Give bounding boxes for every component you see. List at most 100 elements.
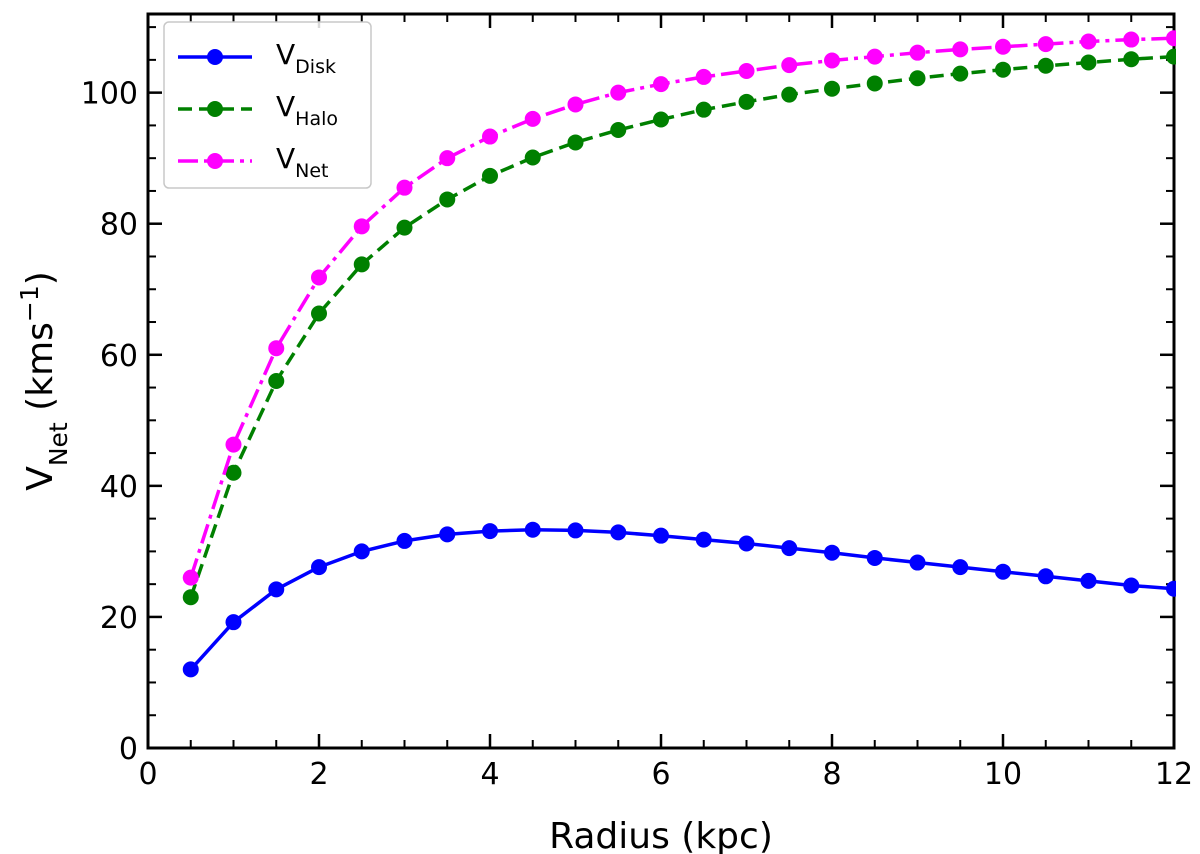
data-point-disk [225,614,242,631]
x-tick-label: 10 [984,757,1022,792]
data-point-disk [1166,580,1176,597]
data-point-net [225,436,242,453]
legend-label-sub: Disk [295,56,336,78]
data-point-disk [1123,577,1140,594]
data-point-disk [353,543,370,560]
data-point-disk [909,554,926,571]
data-point-disk [524,521,541,538]
y-axis-title-close: ) [20,271,61,285]
data-point-halo [225,464,242,481]
y-tick-label: 20 [100,601,138,636]
data-point-halo [653,111,669,128]
data-point-halo [824,80,840,97]
data-point-disk [567,522,584,539]
data-point-net [439,150,456,167]
legend-label-sub: Halo [295,108,338,130]
data-point-halo [353,256,370,273]
legend-label-main: V [276,142,295,175]
data-point-net [653,76,669,93]
data-point-net [610,84,627,101]
data-point-net [482,128,498,145]
data-point-halo [482,167,498,184]
data-point-halo [1080,54,1097,71]
data-point-halo [396,219,413,236]
data-point-disk [311,559,327,576]
data-point-net [567,96,584,113]
x-tick-label: 2 [309,757,328,792]
data-point-net [866,48,883,65]
data-point-halo [909,70,926,87]
data-point-halo [311,305,327,322]
legend-marker-disk [207,49,223,65]
data-point-net [995,38,1011,55]
data-point-halo [1123,51,1140,68]
data-point-disk [738,535,755,552]
y-axis-title-main: V [20,466,61,491]
legend-label-main: V [276,90,295,123]
data-point-disk [482,523,498,540]
x-tick-label: 8 [822,757,841,792]
data-point-halo [610,121,627,138]
y-tick-label: 60 [100,339,138,374]
y-tick-label: 80 [100,208,138,243]
data-point-net [695,68,712,85]
data-point-net [1037,36,1054,53]
legend-marker-halo [207,101,223,117]
data-point-halo [995,61,1011,78]
x-tick-labels: 0 2 4 6 8 10 12 [138,757,1193,792]
series-group [182,30,1176,678]
data-point-disk [695,531,712,548]
data-point-halo [1037,57,1054,74]
data-point-disk [866,549,883,566]
series-line-halo [189,54,1175,598]
data-point-net [182,569,199,586]
data-point-disk [781,540,798,557]
series-line-disk [189,528,1175,671]
data-point-net [1166,30,1176,47]
data-point-net [396,179,413,196]
y-tick-label: 40 [100,470,138,505]
x-axis-title: Radius (kpc) [549,816,773,854]
data-point-net [353,218,370,235]
data-point-net [268,340,285,357]
data-point-net [952,41,969,58]
data-point-disk [182,661,199,678]
data-point-halo [866,75,883,92]
data-point-net [1123,31,1140,48]
data-point-net [738,63,755,80]
data-point-net [909,44,926,61]
y-axis-title-unit: (kms [20,322,61,422]
y-tick-label: 0 [119,732,138,767]
legend-label-main: V [276,38,295,71]
data-point-halo [695,101,712,118]
y-axis-title-sup: −1 [15,285,44,322]
data-point-halo [1166,48,1176,65]
x-tick-label: 0 [138,757,157,792]
data-point-halo [439,191,456,208]
data-point-halo [182,589,199,606]
legend-label-disk: VDisk [276,38,336,78]
y-tick-label: 100 [81,77,138,112]
data-point-net [524,110,541,127]
data-point-disk [952,559,969,576]
x-tick-label: 4 [480,757,499,792]
data-point-disk [1080,572,1097,589]
data-point-disk [610,524,627,541]
legend-label-sub: Net [295,160,328,182]
data-point-halo [738,93,755,110]
x-tick-label: 6 [651,757,670,792]
data-point-halo [781,86,798,103]
y-axis-title: VNet (kms−1) [15,271,73,491]
legend-label-halo: VHalo [276,90,338,130]
data-point-halo [567,134,584,151]
data-point-net [1080,33,1097,50]
data-point-disk [653,527,669,544]
data-point-halo [952,65,969,82]
data-point-disk [995,563,1011,580]
data-point-net [781,57,798,74]
legend-box [163,21,372,189]
legend-marker-net [207,153,223,169]
data-point-disk [1037,568,1054,585]
